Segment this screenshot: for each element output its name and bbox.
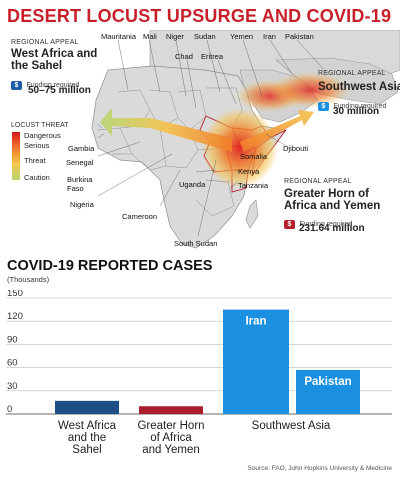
country-label-chad: Chad [175,52,193,61]
bar-iran [223,309,289,414]
map-graphic [12,29,400,249]
y-tick-label: 30 [7,381,18,392]
country-label-sudan: Sudan [194,32,216,41]
category-label: and the [68,432,106,444]
eastward-swarm-arrow [240,110,314,152]
y-tick-label: 0 [7,404,12,415]
appeal-horn-region-line-1: Greater Horn of [284,188,369,200]
legend-item-threat: Threat [24,156,46,165]
category-label: of Africa [150,432,192,444]
appeal-horn-funding-amount: 231.64 million [299,223,365,234]
appeal-horn-funding: $ Funding required [284,213,352,231]
country-label-kenya: Kenya [238,167,260,176]
appeal-west-label: REGIONAL APPEAL [11,39,79,46]
legend-title: LOCUST THREAT [11,122,69,129]
bar-group-0 [55,400,119,414]
label-leader-lines [97,39,329,237]
y-tick-label: 150 [7,290,23,299]
appeal-horn-label: REGIONAL APPEAL [284,178,352,185]
country-label-pakistan: Pakistan [285,32,314,41]
appeal-west-region-line-1: West Africa and [11,48,98,60]
bar-pakistan [296,369,360,414]
bar-label-iran: Iran [245,316,266,328]
money-bag-icon: $ [11,81,22,90]
country-label-uganda: Uganda [179,180,206,189]
country-label-south-sudan: South Sudan [174,239,218,248]
category-label: West Africa [58,420,117,432]
country-label-nigeria: Nigeria [70,200,94,209]
y-tick-label: 60 [7,358,18,369]
country-label-djibouti: Djibouti [283,144,309,153]
appeal-west-funding: $ Funding required [11,74,79,92]
bar-group-1 [139,406,203,414]
money-bag-icon: $ [284,220,295,229]
appeal-asia-label: REGIONAL APPEAL [318,70,386,77]
appeal-asia-funding: $ Funding required [318,95,386,113]
appeal-west-region: West Africa and the Sahel [11,48,97,72]
cases-chart-unit: (Thousands) [7,275,50,284]
y-tick-label: 120 [7,311,23,322]
country-label-tanzania: Tanzania [238,181,269,190]
madagascar-landmass [245,199,259,229]
country-label-yemen: Yemen [230,32,254,41]
appeal-asia-funding-label: Funding required [333,103,387,110]
country-label-niger: Niger [166,32,184,41]
appeal-asia-funding-amount: 30 million [333,106,380,117]
country-label-burkina-faso: Burkina Faso [67,175,93,193]
appeal-horn-region-line-2: Africa and Yemen [284,200,381,212]
cases-chart-title: COVID-19 REPORTED CASES [7,258,213,274]
country-label-mali: Mali [143,32,157,41]
country-label-cameroon: Cameroon [122,212,158,221]
legend-gradient-bar [12,132,20,180]
category-label: Southwest Asia [252,420,331,432]
category-label: Greater Horn [137,420,204,432]
category-label: and Yemen [142,444,200,456]
appeal-west-funding-amount: 50–75 million [28,85,91,96]
page-title: DESERT LOCUST UPSURGE AND COVID-19 [7,6,392,26]
asia-locust-zone [270,72,350,108]
country-label-somalia: Somalia [240,152,268,161]
y-tick-label: 90 [7,334,18,345]
appeal-west-region-line-2: the Sahel [11,60,63,72]
money-bag-icon: $ [318,102,329,111]
bar-label-pakistan: Pakistan [304,376,351,388]
country-label-mauritania: Mauritania [101,32,137,41]
appeal-asia-region: Southwest Asia [318,81,400,93]
legend-item-dangerous: Dangerous [24,131,61,140]
legend-item-serious: Serious [24,141,50,150]
country-label-eritrea: Eritrea [201,52,224,61]
horn-locust-zone [202,108,278,188]
source-note: Source: FAO, John Hopkins University & M… [247,465,392,472]
country-label-senegal: Senegal [66,158,94,167]
legend-item-caution: Caution [24,173,50,182]
westward-swarm-arrow [100,108,232,152]
appeal-west-funding-label: Funding required [26,82,80,89]
country-label-gambia: Gambia [68,144,95,153]
locust-map: REGIONAL APPEAL West Africa and the Sahe… [0,29,400,252]
category-label: Sahel [72,444,101,456]
country-label-iran: Iran [263,32,276,41]
appeal-horn-funding-label: Funding required [299,221,353,228]
appeal-horn-region: Greater Horn of Africa and Yemen [284,188,380,212]
